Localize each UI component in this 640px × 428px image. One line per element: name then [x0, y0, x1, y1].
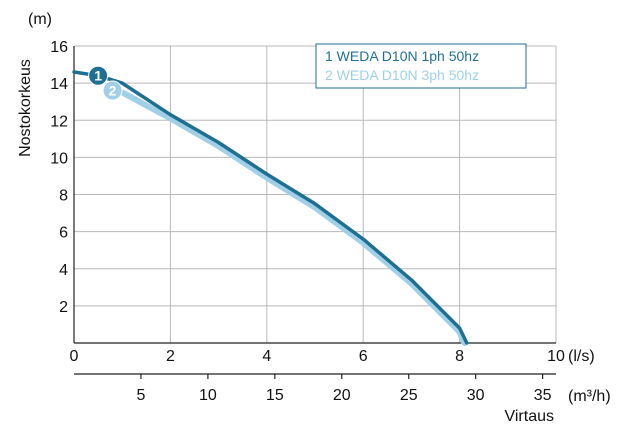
legend-entry-2: 2 WEDA D10N 3ph 50hz [325, 67, 479, 83]
x-unit-primary-label: (l/s) [568, 348, 595, 365]
y-tick-label-12: 12 [50, 113, 68, 130]
secondary-x-tick-label-15: 15 [266, 387, 284, 404]
series-markers: 12 [88, 65, 123, 101]
y-tick-label-6: 6 [59, 225, 68, 242]
secondary-x-tick-label-10: 10 [199, 387, 217, 404]
series-marker-1 [88, 65, 109, 86]
series-marker-label-2: 2 [109, 83, 117, 99]
secondary-x-tick-label-35: 35 [534, 387, 552, 404]
series-line-2 [109, 87, 468, 346]
series-marker-label-1: 1 [94, 68, 102, 84]
x-axis-title: Virtaus [504, 408, 554, 425]
y-axis-title: Nostokorkeus [17, 59, 34, 157]
series-line-1 [72, 70, 469, 345]
secondary-x-tick-label-30: 30 [467, 387, 485, 404]
grid [74, 45, 557, 343]
secondary-x-tick-label-25: 25 [400, 387, 418, 404]
series-marker-2 [102, 80, 123, 101]
y-tick-label-2: 2 [59, 299, 68, 316]
secondary-x-tick-label-20: 20 [333, 387, 351, 404]
secondary-x-tick-label-5: 5 [136, 387, 145, 404]
y-tick-label-14: 14 [50, 76, 68, 93]
y-tick-label-8: 8 [59, 188, 68, 205]
x-tick-label-6: 6 [359, 348, 368, 365]
y-tick-label-4: 4 [59, 262, 68, 279]
y-tick-label-16: 16 [50, 39, 68, 56]
x-tick-label-4: 4 [262, 348, 271, 365]
legend: 1 WEDA D10N 1ph 50hz 2 WEDA D10N 3ph 50h… [315, 43, 527, 89]
series-lines [72, 70, 469, 346]
x-tick-label-10: 10 [547, 348, 565, 365]
y-tick-label-10: 10 [50, 150, 68, 167]
y-unit-label: (m) [28, 11, 52, 28]
x-tick-label-2: 2 [166, 348, 175, 365]
x-tick-label-0: 0 [70, 348, 79, 365]
x-tick-label-8: 8 [455, 348, 464, 365]
legend-box [315, 43, 527, 89]
x-unit-secondary-label: (m³/h) [568, 388, 611, 405]
legend-entry-1: 1 WEDA D10N 1ph 50hz [325, 48, 479, 64]
